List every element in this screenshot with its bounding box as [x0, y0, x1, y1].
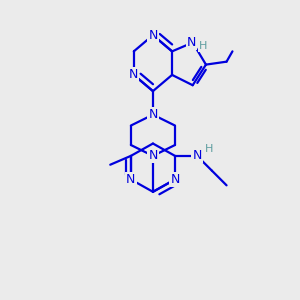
Text: N: N: [170, 173, 180, 186]
Text: H: H: [199, 41, 207, 51]
Text: N: N: [126, 173, 136, 186]
Text: N: N: [187, 36, 196, 49]
Text: N: N: [148, 108, 158, 121]
Text: H: H: [205, 143, 213, 154]
Text: N: N: [192, 149, 202, 162]
Text: N: N: [129, 68, 139, 81]
Text: N: N: [148, 29, 158, 42]
Text: N: N: [148, 149, 158, 162]
